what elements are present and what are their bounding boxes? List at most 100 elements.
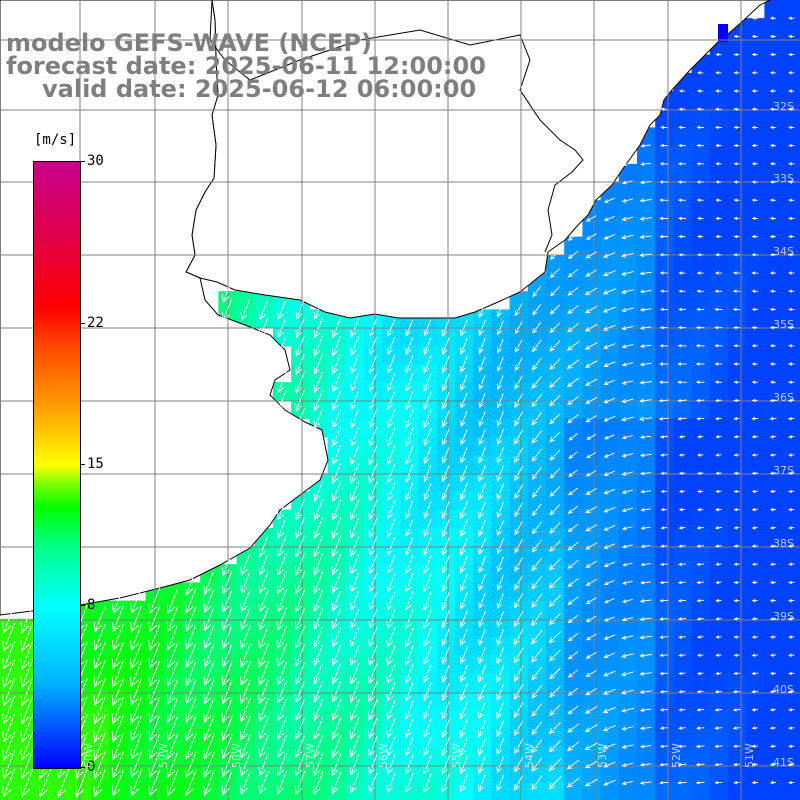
wind-arrow [404, 627, 414, 648]
wind-cell [309, 400, 329, 420]
wind-arrow [584, 378, 598, 386]
wind-cell [564, 637, 583, 656]
wind-cell [728, 527, 747, 547]
wind-arrow [621, 362, 634, 367]
latitude-label: 34S [773, 245, 794, 258]
wind-arrow [769, 16, 777, 20]
wind-cell [637, 163, 656, 183]
wind-cell [637, 509, 656, 529]
wind-cell [564, 546, 583, 565]
wind-cell [691, 436, 711, 456]
wind-cell [491, 728, 511, 747]
wind-arrow [2, 695, 16, 725]
wind-cell [418, 473, 438, 492]
wind-arrow [585, 215, 597, 222]
wind-cell [273, 746, 292, 765]
wind-arrow [621, 307, 634, 313]
wind-arrow [404, 682, 414, 702]
wind-arrow [769, 307, 777, 312]
wind-arrow [441, 355, 450, 374]
wind-cell [364, 673, 383, 693]
wind-arrow [258, 698, 269, 723]
wind-cell [327, 327, 347, 347]
wind-cell [600, 382, 620, 401]
wind-arrow [715, 253, 722, 257]
wind-arrow [678, 289, 686, 293]
wind-arrow [221, 697, 233, 723]
wind-arrow [148, 715, 161, 742]
wind-cell [509, 691, 529, 711]
wind-cell [782, 309, 800, 329]
wind-cell [309, 782, 329, 800]
wind-cell [400, 564, 420, 583]
wind-arrow [111, 659, 125, 688]
wind-cell [418, 673, 438, 693]
wind-arrow [350, 409, 359, 429]
wind-cell [345, 709, 365, 729]
wind-arrow [659, 653, 669, 658]
wind-arrow [531, 539, 542, 553]
wind-cell [618, 364, 638, 383]
wind-cell [600, 618, 620, 638]
colorbar-tick-label: 0 [87, 759, 96, 775]
wind-cell [436, 455, 456, 474]
wind-arrow [331, 753, 342, 777]
wind-arrow [733, 435, 740, 439]
wind-arrow [678, 544, 686, 548]
wind-arrow [185, 588, 197, 614]
wind-arrow [496, 628, 505, 646]
wind-cell [764, 728, 784, 747]
wind-cell [764, 127, 784, 147]
wind-cell [163, 691, 183, 711]
wind-cell [546, 455, 565, 474]
wind-cell [709, 54, 729, 74]
wind-cell [691, 709, 711, 729]
wind-cell [564, 764, 583, 784]
wind-arrow [788, 653, 795, 657]
wind-arrow [585, 651, 597, 659]
wind-arrow [295, 681, 305, 703]
wind-cell [546, 273, 565, 292]
wind-cell [382, 418, 401, 438]
wind-arrow [349, 517, 360, 539]
wind-arrow [769, 780, 777, 785]
wind-cell [473, 418, 492, 438]
wind-cell [291, 509, 310, 529]
wind-arrow [639, 762, 652, 767]
wind-cell [618, 345, 638, 365]
wind-cell [655, 200, 674, 219]
wind-cell [728, 618, 747, 638]
wind-cell [764, 436, 784, 456]
latitude-label: 35S [773, 318, 794, 331]
wind-cell [546, 473, 565, 492]
wind-cell [273, 618, 292, 638]
wind-arrow [733, 580, 740, 585]
wind-cell [546, 709, 565, 729]
wind-arrow [696, 671, 704, 676]
wind-cell [455, 691, 474, 711]
wind-cell [673, 345, 693, 365]
wind-arrow [769, 89, 777, 93]
wind-cell [709, 382, 729, 401]
wind-cell [582, 436, 602, 456]
wind-cell [582, 218, 602, 238]
wind-cell [655, 400, 674, 420]
wind-arrow [93, 713, 107, 743]
wind-arrow [404, 591, 414, 611]
wind-arrow [221, 643, 233, 668]
wind-arrow [404, 409, 414, 429]
wind-arrow [733, 526, 740, 530]
wind-arrow [621, 198, 634, 203]
wind-arrow [769, 125, 777, 130]
colorbar-tick-label: 15 [87, 456, 104, 472]
wind-arrow [441, 447, 450, 464]
wind-arrow [603, 488, 616, 495]
wind-arrow [659, 671, 669, 676]
wind-arrow [313, 499, 323, 521]
wind-arrow [659, 435, 668, 439]
wind-cell [254, 309, 274, 329]
wind-arrow [715, 471, 722, 475]
wind-cell [527, 782, 547, 800]
wind-cell [418, 600, 438, 620]
wind-arrow [769, 598, 777, 603]
